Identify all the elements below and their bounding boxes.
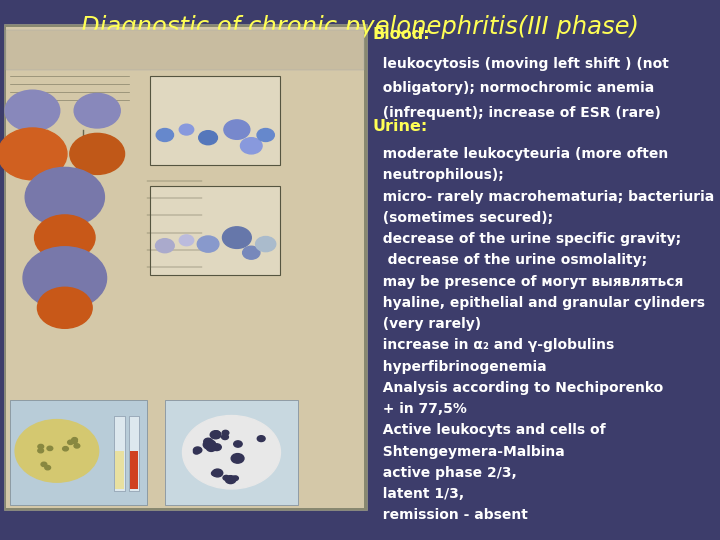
Circle shape <box>231 454 244 463</box>
FancyBboxPatch shape <box>6 30 364 70</box>
Circle shape <box>212 469 222 477</box>
Text: moderate leukocyteuria (more often: moderate leukocyteuria (more often <box>373 147 668 161</box>
Circle shape <box>70 133 125 174</box>
Circle shape <box>243 246 260 259</box>
Circle shape <box>207 444 216 451</box>
FancyBboxPatch shape <box>165 400 298 505</box>
FancyBboxPatch shape <box>150 186 280 275</box>
Circle shape <box>222 430 229 435</box>
Text: Urine:: Urine: <box>373 119 428 134</box>
Text: hyperfibrinogenemia: hyperfibrinogenemia <box>373 360 546 374</box>
Circle shape <box>23 247 107 309</box>
FancyBboxPatch shape <box>115 451 124 489</box>
Circle shape <box>156 239 174 253</box>
Circle shape <box>156 129 174 141</box>
Circle shape <box>212 471 218 476</box>
Text: remission - absent: remission - absent <box>373 509 528 522</box>
Text: latent 1/3,: latent 1/3, <box>373 487 464 501</box>
Circle shape <box>0 128 67 180</box>
Text: obligatory); normochromic anemia: obligatory); normochromic anemia <box>373 82 654 96</box>
Circle shape <box>213 431 220 436</box>
Circle shape <box>240 138 262 154</box>
Circle shape <box>199 131 217 145</box>
Circle shape <box>222 434 228 440</box>
Circle shape <box>68 440 73 444</box>
Text: neutrophilous);: neutrophilous); <box>373 168 504 183</box>
Circle shape <box>74 444 80 448</box>
Circle shape <box>204 438 212 445</box>
Circle shape <box>15 420 99 482</box>
Circle shape <box>224 120 250 139</box>
Circle shape <box>222 227 251 248</box>
Circle shape <box>197 236 219 252</box>
Circle shape <box>203 440 216 449</box>
Circle shape <box>194 449 199 454</box>
Circle shape <box>45 465 50 470</box>
FancyBboxPatch shape <box>130 451 138 489</box>
Text: (very rarely): (very rarely) <box>373 317 481 331</box>
Text: increase in α₂ and γ-globulins: increase in α₂ and γ-globulins <box>373 339 614 353</box>
Circle shape <box>38 444 44 449</box>
Text: (infrequent); increase of ESR (rare): (infrequent); increase of ESR (rare) <box>373 105 661 119</box>
Circle shape <box>183 416 281 489</box>
Text: micro- rarely macrohematuria; bacteriuria: micro- rarely macrohematuria; bacteriuri… <box>373 190 714 204</box>
Text: leukocytosis (moving left shift ) (not: leukocytosis (moving left shift ) (not <box>373 57 669 71</box>
Circle shape <box>71 439 77 443</box>
Circle shape <box>257 436 265 442</box>
Text: Blood:: Blood: <box>373 27 431 42</box>
FancyBboxPatch shape <box>4 24 367 510</box>
Circle shape <box>74 93 120 128</box>
Circle shape <box>212 444 221 450</box>
FancyBboxPatch shape <box>6 27 364 508</box>
Circle shape <box>194 447 202 453</box>
Circle shape <box>179 235 194 246</box>
Text: Analysis according to Nechiporenko: Analysis according to Nechiporenko <box>373 381 663 395</box>
FancyBboxPatch shape <box>129 416 139 491</box>
Circle shape <box>72 437 78 442</box>
Text: active phase 2/3,: active phase 2/3, <box>373 466 517 480</box>
Circle shape <box>25 167 104 227</box>
Text: + in 77,5%: + in 77,5% <box>373 402 467 416</box>
Text: Shtengeymera-Malbina: Shtengeymera-Malbina <box>373 444 564 458</box>
Text: Diagnostic of chronic pyelonephritis(III phase): Diagnostic of chronic pyelonephritis(III… <box>81 15 639 39</box>
Circle shape <box>256 237 276 252</box>
FancyBboxPatch shape <box>150 76 280 165</box>
Circle shape <box>41 462 47 467</box>
Circle shape <box>5 90 60 131</box>
Text: decrease of the urine osmolality;: decrease of the urine osmolality; <box>373 253 647 267</box>
Text: Active leukocyts and cells of: Active leukocyts and cells of <box>373 423 606 437</box>
Circle shape <box>37 449 43 453</box>
Circle shape <box>35 215 95 260</box>
Text: may be presence of могут выявляться: may be presence of могут выявляться <box>373 275 683 288</box>
Circle shape <box>47 446 53 450</box>
Circle shape <box>257 129 274 141</box>
FancyBboxPatch shape <box>10 400 147 505</box>
Circle shape <box>234 441 242 447</box>
FancyBboxPatch shape <box>114 416 125 491</box>
Circle shape <box>210 431 221 439</box>
Circle shape <box>225 476 236 484</box>
Circle shape <box>179 124 194 135</box>
Text: (sometimes secured);: (sometimes secured); <box>373 211 553 225</box>
Circle shape <box>232 476 238 481</box>
Circle shape <box>63 447 68 451</box>
Circle shape <box>223 475 230 480</box>
Text: decrease of the urine specific gravity;: decrease of the urine specific gravity; <box>373 232 681 246</box>
Circle shape <box>37 287 92 328</box>
Text: hyaline, epithelial and granular cylinders: hyaline, epithelial and granular cylinde… <box>373 296 705 310</box>
